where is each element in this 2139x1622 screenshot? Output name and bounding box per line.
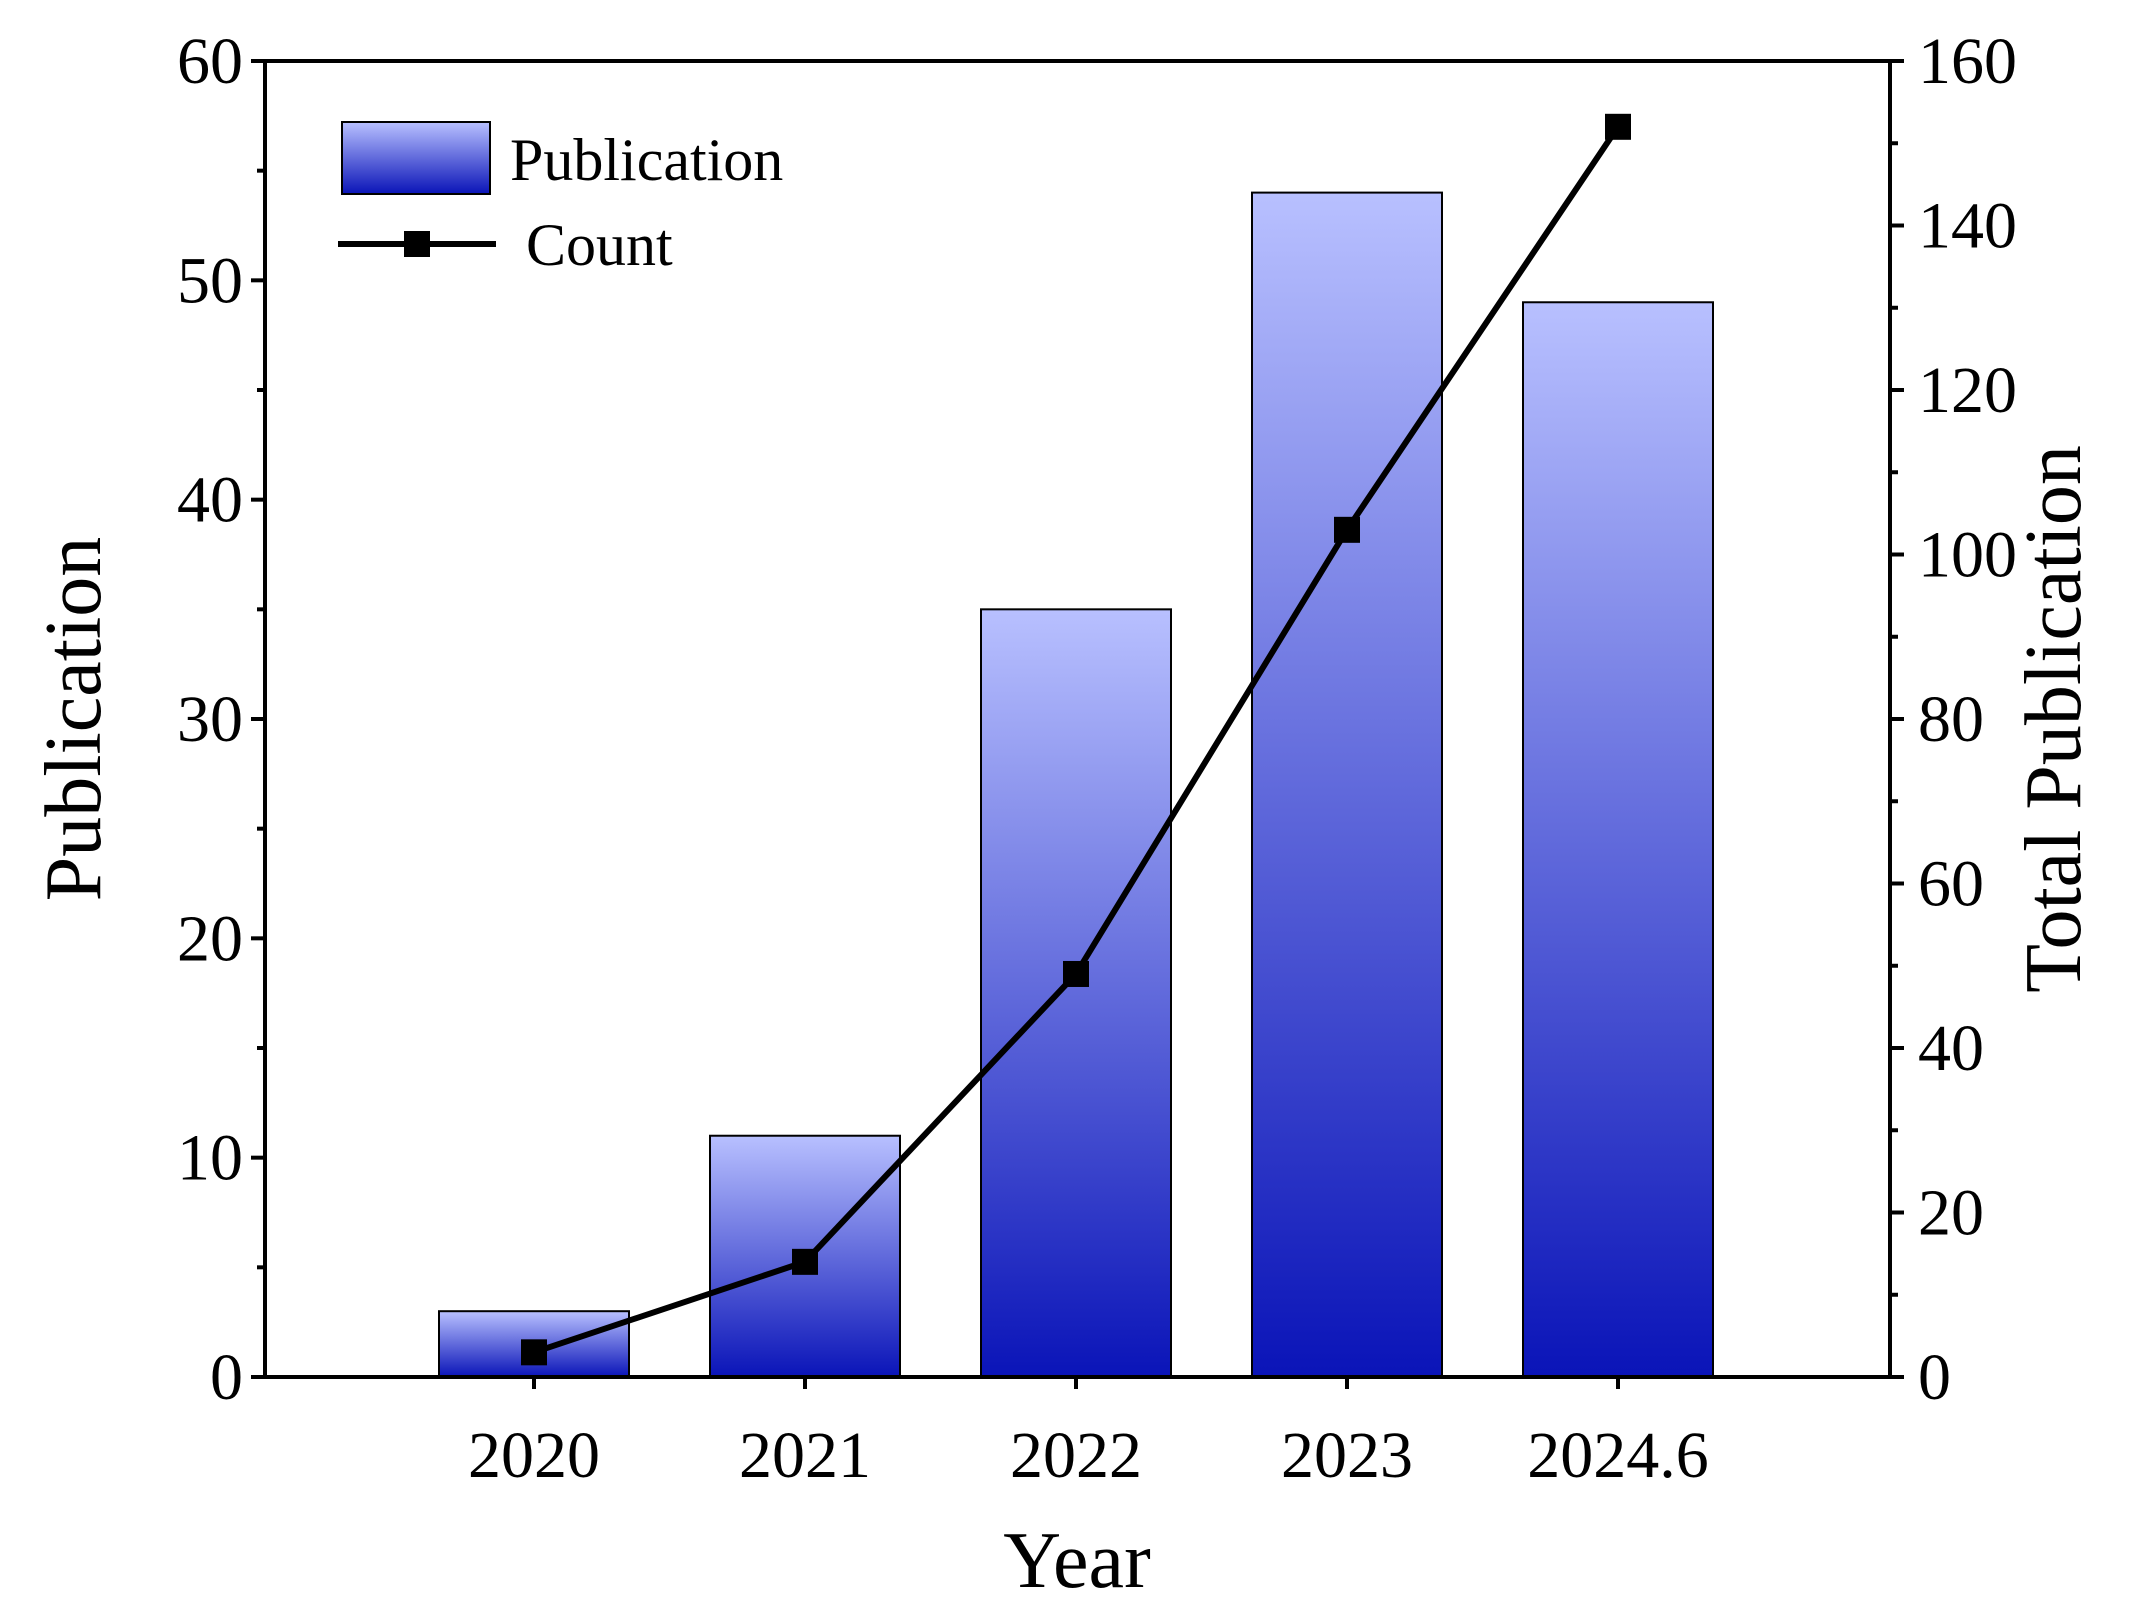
x-tick-label-2023: 2023 — [1281, 1419, 1413, 1492]
bar-2022 — [980, 608, 1172, 1378]
legend: Publication Count — [338, 121, 783, 278]
x-tick-label-2021: 2021 — [739, 1419, 871, 1492]
legend-swatch-publication — [341, 121, 491, 195]
count-point-2024.6 — [1605, 113, 1631, 140]
left-tick-label: 60 — [177, 25, 243, 98]
x-tick-label-2024.6: 2024.6 — [1527, 1419, 1709, 1492]
y2-axis-title: Total Publication — [2010, 445, 2098, 993]
count-point-2022 — [1063, 960, 1089, 987]
count-point-2023 — [1334, 516, 1360, 543]
legend-marker-count — [404, 231, 430, 257]
right-tick-label: 20 — [1918, 1177, 1984, 1250]
left-tick-label: 40 — [177, 464, 243, 537]
count-point-2021 — [792, 1248, 818, 1275]
bar-2024.6 — [1522, 301, 1714, 1378]
bar-2023 — [1251, 191, 1443, 1379]
x-axis: 2020 2021 2022 2023 2024.6 — [468, 1377, 1709, 1492]
count-point-2020 — [521, 1339, 547, 1366]
line-layer — [521, 113, 1631, 1366]
x-tick-label-2020: 2020 — [468, 1419, 600, 1492]
x-axis-title: Year — [1003, 1517, 1150, 1605]
left-tick-label: 30 — [177, 683, 243, 756]
left-tick-label: 50 — [177, 244, 243, 317]
left-axis: 0 10 20 30 40 50 60 — [177, 25, 265, 1414]
y-axis-title: Publication — [30, 537, 118, 901]
right-tick-label: 140 — [1918, 190, 2017, 263]
bars-layer — [438, 191, 1714, 1379]
right-tick-label: 60 — [1918, 848, 1984, 921]
right-tick-label: 40 — [1918, 1012, 1984, 1085]
right-axis: 0 20 40 60 80 100 120 140 160 — [1890, 25, 2017, 1414]
right-tick-label: 80 — [1918, 683, 1984, 756]
right-tick-label: 160 — [1918, 25, 2017, 98]
left-tick-label: 0 — [210, 1341, 243, 1414]
right-tick-label: 120 — [1918, 354, 2017, 427]
right-tick-label: 100 — [1918, 519, 2017, 592]
x-tick-label-2022: 2022 — [1010, 1419, 1142, 1492]
left-tick-label: 20 — [177, 902, 243, 975]
right-tick-label: 0 — [1918, 1341, 1951, 1414]
left-tick-label: 10 — [177, 1122, 243, 1195]
legend-label-count: Count — [526, 212, 673, 278]
legend-label-publication: Publication — [510, 127, 783, 193]
